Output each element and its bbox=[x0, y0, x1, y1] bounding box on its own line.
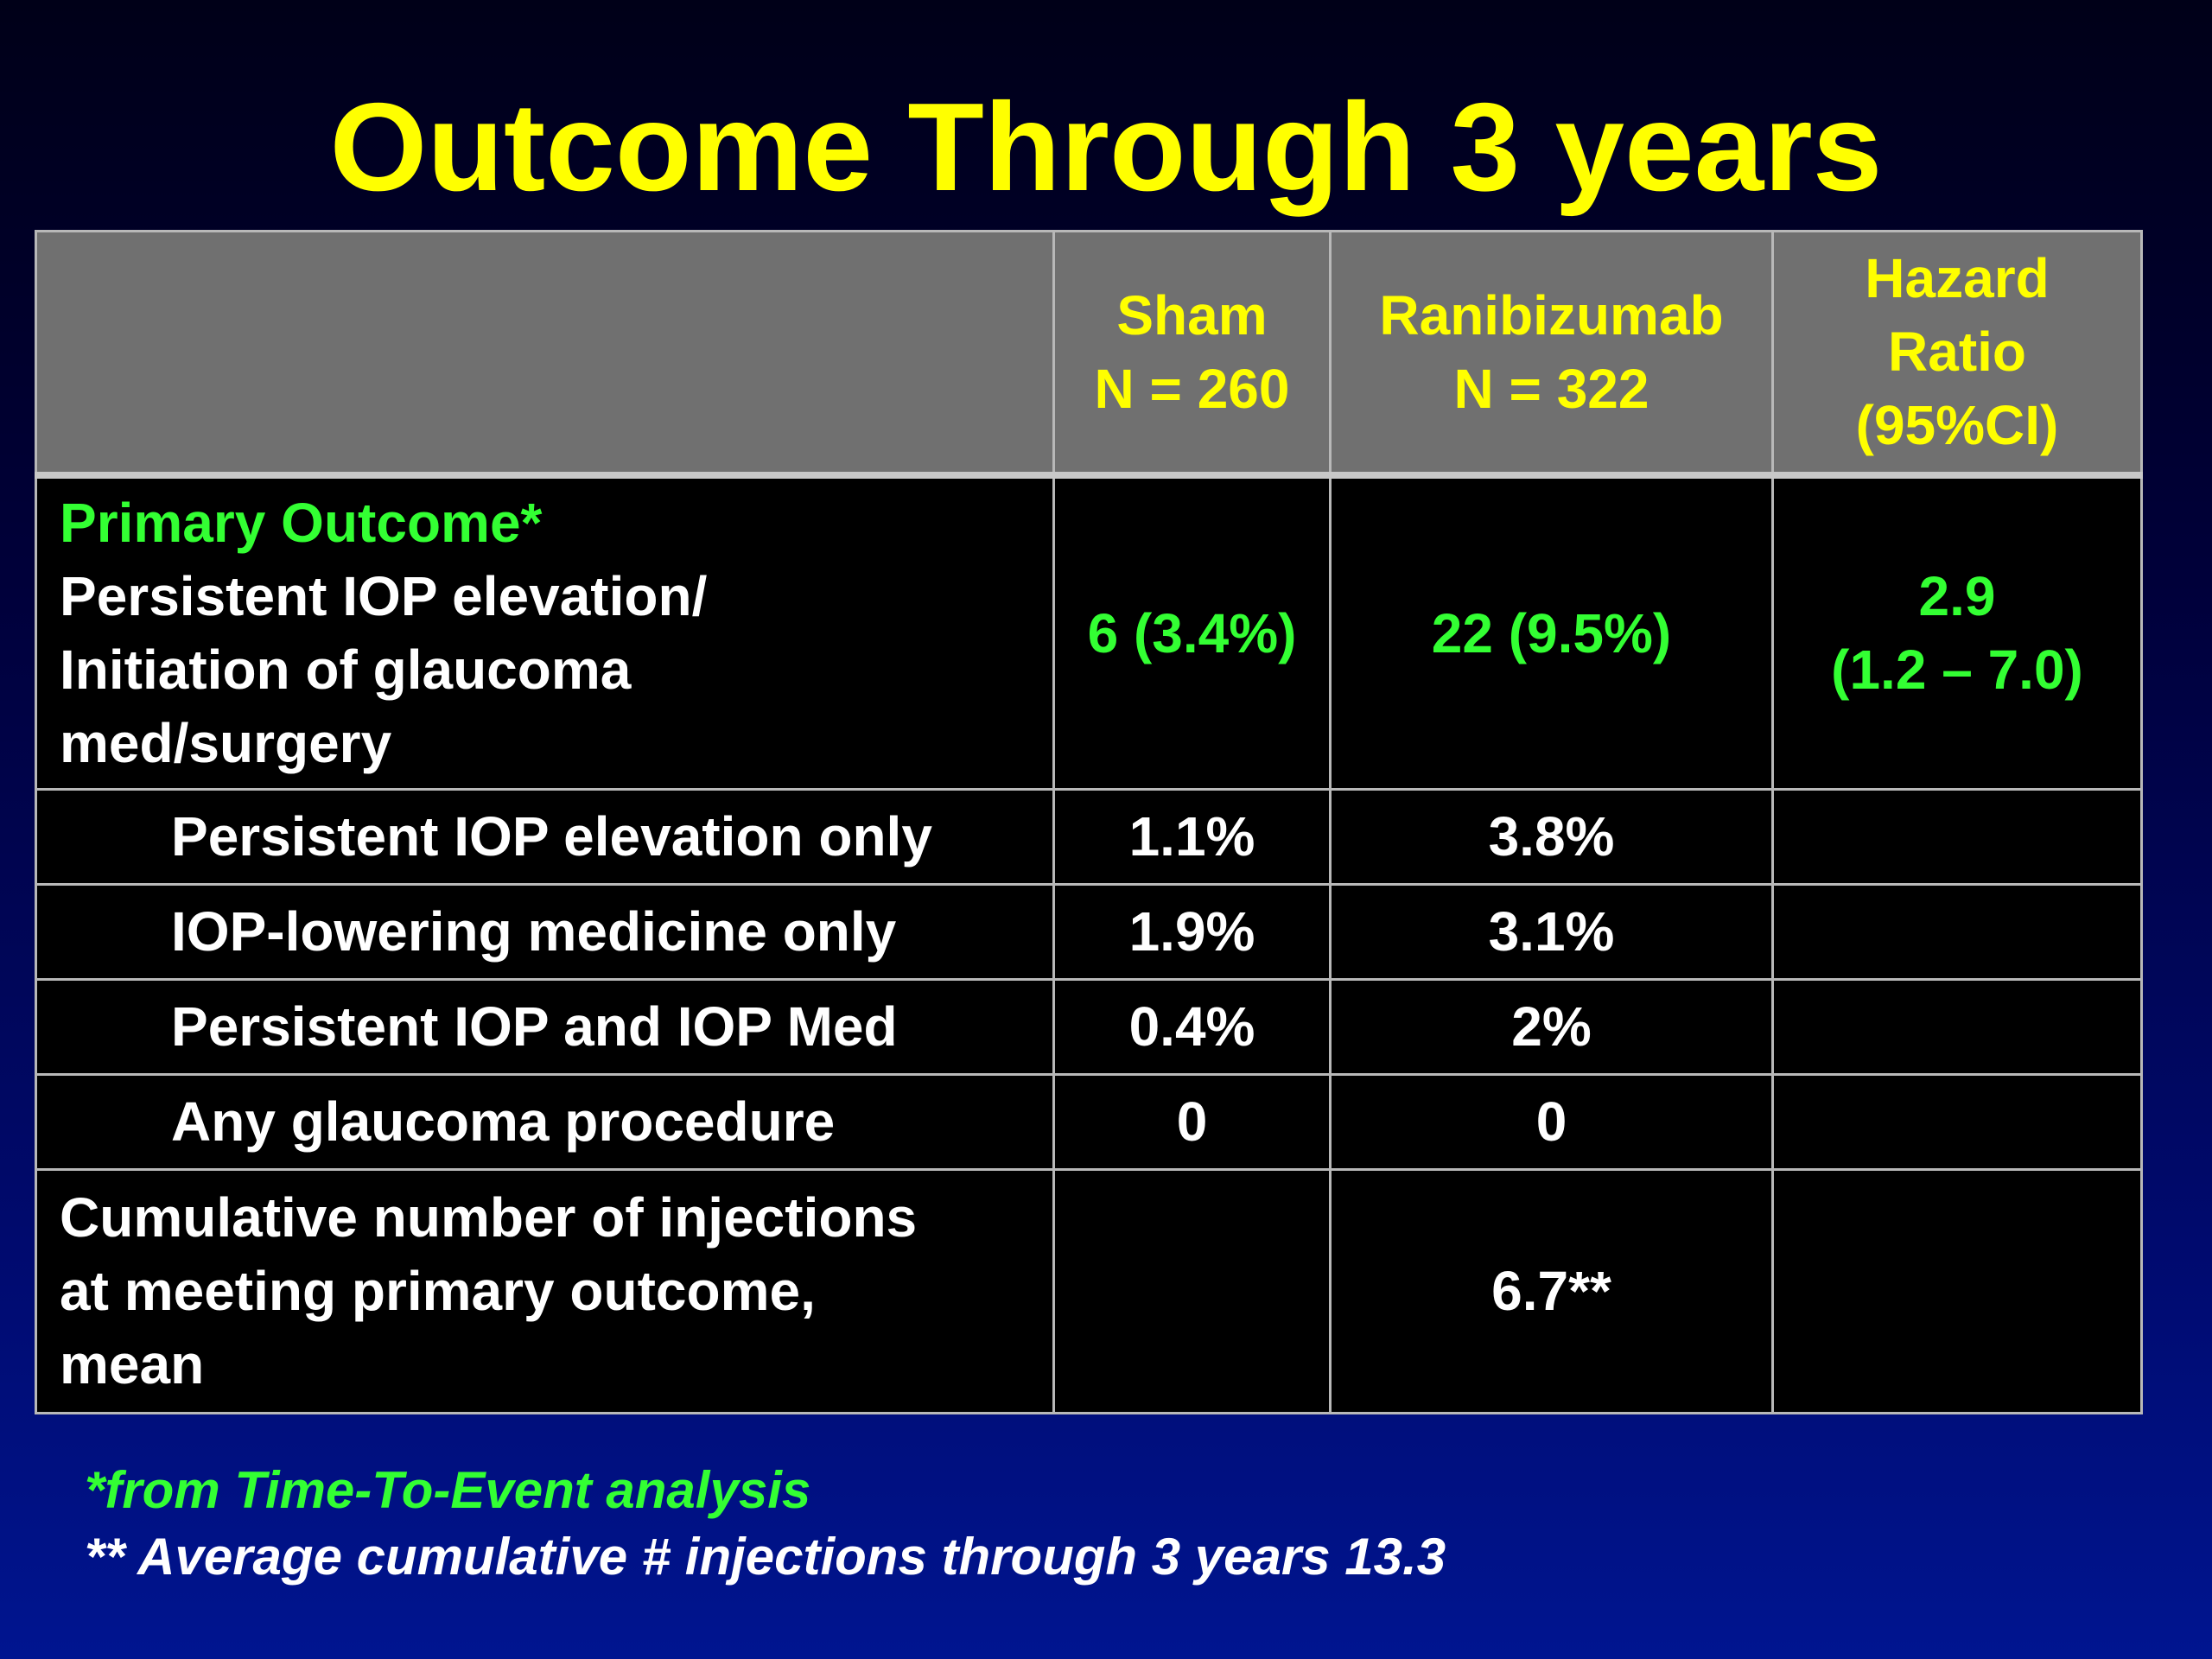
row-label: IOP-lowering medicine only bbox=[35, 883, 1055, 981]
footnote-average-injections: ** Average cumulative # injections throu… bbox=[85, 1528, 1446, 1586]
header-blank-cell bbox=[35, 230, 1055, 477]
primary-outcome-line3: med/surgery bbox=[60, 712, 392, 774]
row-sham-value: 0.4% bbox=[1052, 978, 1332, 1076]
primary-hazard-ci: (1.2 – 7.0) bbox=[1831, 639, 2083, 701]
row-ranibizumab-value: 3.1% bbox=[1329, 883, 1774, 981]
table-row: Any glaucoma procedure 0 0 bbox=[35, 1073, 2143, 1171]
header-ranibizumab-name: Ranibizumab bbox=[1379, 283, 1724, 346]
header-hazard-line2: Ratio bbox=[1888, 321, 2026, 383]
header-hazard-line1: Hazard bbox=[1865, 247, 2050, 309]
cumulative-sham-value bbox=[1052, 1168, 1332, 1414]
primary-ranibizumab-value: 22 (9.5%) bbox=[1329, 474, 1774, 791]
slide-title: Outcome Through 3 years bbox=[329, 77, 1883, 217]
primary-sham-value: 6 (3.4%) bbox=[1052, 474, 1332, 791]
footnotes: *from Time-To-Event analysis ** Average … bbox=[85, 1457, 1446, 1590]
table-row: Persistent IOP elevation only 1.1% 3.8% bbox=[35, 788, 2143, 886]
footnote-time-to-event: *from Time-To-Event analysis bbox=[85, 1461, 811, 1519]
primary-outcome-heading: Primary Outcome* bbox=[60, 492, 543, 554]
row-sham-value: 1.9% bbox=[1052, 883, 1332, 981]
table-header-row: Sham N = 260 Ranibizumab N = 322 Hazard … bbox=[35, 230, 2143, 477]
cumulative-label: Cumulative number of injections at meeti… bbox=[35, 1168, 1055, 1414]
table-row-primary-outcome: Primary Outcome* Persistent IOP elevatio… bbox=[35, 474, 2143, 791]
header-hazard-line3: (95%CI) bbox=[1855, 394, 2059, 456]
cumulative-label-line1: Cumulative number of injections bbox=[60, 1186, 918, 1249]
row-sham-value: 1.1% bbox=[1052, 788, 1332, 886]
header-sham-name: Sham bbox=[1116, 283, 1268, 346]
header-hazard-ratio: Hazard Ratio (95%CI) bbox=[1771, 230, 2143, 477]
header-ranibizumab: Ranibizumab N = 322 bbox=[1329, 230, 1774, 477]
primary-outcome-label: Primary Outcome* Persistent IOP elevatio… bbox=[35, 474, 1055, 791]
row-label: Persistent IOP elevation only bbox=[35, 788, 1055, 886]
row-hazard-value bbox=[1771, 883, 2143, 981]
primary-hazard-ratio: 2.9 bbox=[1918, 565, 1996, 627]
outcome-table: Sham N = 260 Ranibizumab N = 322 Hazard … bbox=[35, 230, 2143, 1414]
table-row: IOP-lowering medicine only 1.9% 3.1% bbox=[35, 883, 2143, 981]
header-ranibizumab-n: N = 322 bbox=[1453, 357, 1649, 420]
row-ranibizumab-value: 0 bbox=[1329, 1073, 1774, 1171]
cumulative-label-line3: mean bbox=[60, 1333, 205, 1395]
header-sham: Sham N = 260 bbox=[1052, 230, 1332, 477]
primary-hazard-cell: 2.9 (1.2 – 7.0) bbox=[1771, 474, 2143, 791]
cumulative-hazard-value bbox=[1771, 1168, 2143, 1414]
primary-outcome-line1: Persistent IOP elevation/ bbox=[60, 565, 708, 627]
row-hazard-value bbox=[1771, 1073, 2143, 1171]
row-sham-value: 0 bbox=[1052, 1073, 1332, 1171]
cumulative-label-line2: at meeting primary outcome, bbox=[60, 1260, 816, 1322]
row-ranibizumab-value: 3.8% bbox=[1329, 788, 1774, 886]
row-ranibizumab-value: 2% bbox=[1329, 978, 1774, 1076]
primary-outcome-line2: Initiation of glaucoma bbox=[60, 639, 632, 701]
row-label: Persistent IOP and IOP Med bbox=[35, 978, 1055, 1076]
table-row-cumulative-injections: Cumulative number of injections at meeti… bbox=[35, 1168, 2143, 1414]
row-hazard-value bbox=[1771, 978, 2143, 1076]
table-row: Persistent IOP and IOP Med 0.4% 2% bbox=[35, 978, 2143, 1076]
row-label: Any glaucoma procedure bbox=[35, 1073, 1055, 1171]
cumulative-ranibizumab-value: 6.7** bbox=[1329, 1168, 1774, 1414]
header-sham-n: N = 260 bbox=[1094, 357, 1290, 420]
row-hazard-value bbox=[1771, 788, 2143, 886]
